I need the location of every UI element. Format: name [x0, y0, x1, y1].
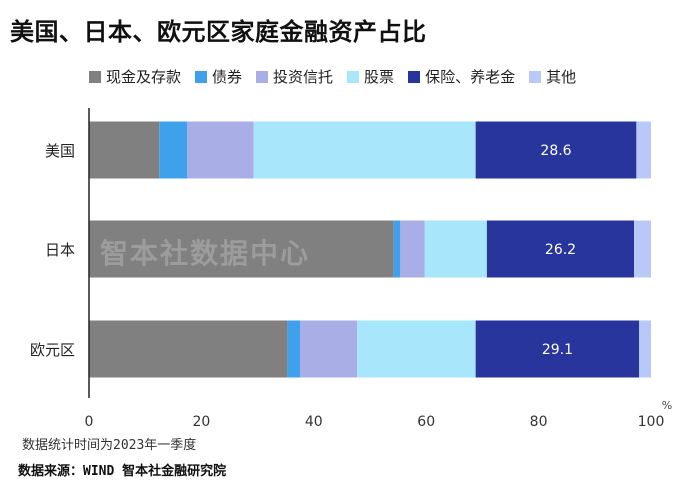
legend-label: 保险、养老金 [425, 68, 516, 86]
legend-item: 股票 [347, 66, 394, 87]
bar-segment [475, 320, 640, 378]
data-label: 28.6 [540, 143, 571, 159]
bar-segment [89, 320, 288, 378]
bar-segment [253, 121, 476, 179]
legend-item: 现金及存款 [89, 66, 181, 87]
legend-swatch [89, 70, 101, 83]
x-tick-label: 80 [530, 414, 548, 430]
legend-swatch [347, 70, 360, 83]
legend-label: 债券 [212, 68, 243, 86]
legend-item: 其他 [529, 66, 576, 87]
legend-item: 债券 [195, 66, 242, 87]
data-label: 29.1 [542, 342, 573, 358]
x-tick-label: 0 [85, 414, 94, 430]
chart-plot: 28.6 美国 26.2 日本 29.1 欧元区 0 20 40 60 80 100% [30, 108, 672, 430]
legend-label: 现金及存款 [106, 68, 182, 86]
legend-label: 其他 [546, 68, 577, 86]
footnote: 数据统计时间为2023年一季度 [22, 438, 197, 453]
data-label: 26.2 [545, 242, 576, 258]
bar-segment [486, 220, 635, 278]
bar-segment [475, 121, 637, 179]
bar-segment [287, 320, 301, 378]
legend-label: 投资信托 [273, 68, 334, 86]
legend-swatch [529, 70, 542, 83]
bar-segment [300, 320, 358, 378]
x-tick-label: 40 [305, 414, 323, 430]
legend-swatch [256, 70, 269, 83]
x-unit-label: % [662, 399, 672, 412]
bar-segment [639, 320, 651, 378]
legend-label: 股票 [364, 68, 395, 86]
category-label: 美国 [45, 142, 75, 160]
bar-segment [400, 220, 425, 278]
chart-title: 美国、日本、欧元区家庭金融资产占比 [10, 18, 427, 46]
legend-item: 保险、养老金 [408, 66, 515, 87]
category-label: 欧元区 [30, 341, 75, 359]
x-tick-label: 20 [192, 414, 210, 430]
legend-swatch [408, 70, 421, 83]
legend-item: 投资信托 [256, 66, 333, 87]
bar-segment [357, 320, 476, 378]
bar-segment [159, 121, 188, 179]
bar-segment [89, 121, 160, 179]
category-label: 日本 [45, 241, 75, 259]
x-tick-label: 60 [417, 414, 435, 430]
x-tick-label: 100 [638, 414, 665, 430]
bar-segment [634, 220, 651, 278]
source-note: 数据来源：WIND 智本社金融研究院 [18, 464, 227, 479]
bar-segment [393, 220, 401, 278]
bar-segment [636, 121, 651, 179]
bar-segment [89, 220, 394, 278]
bar-segment [424, 220, 487, 278]
bar-segment [187, 121, 254, 179]
legend: 现金及存款 债券 投资信托 股票 保险、养老金 其他 [89, 66, 576, 87]
legend-swatch [195, 70, 208, 83]
